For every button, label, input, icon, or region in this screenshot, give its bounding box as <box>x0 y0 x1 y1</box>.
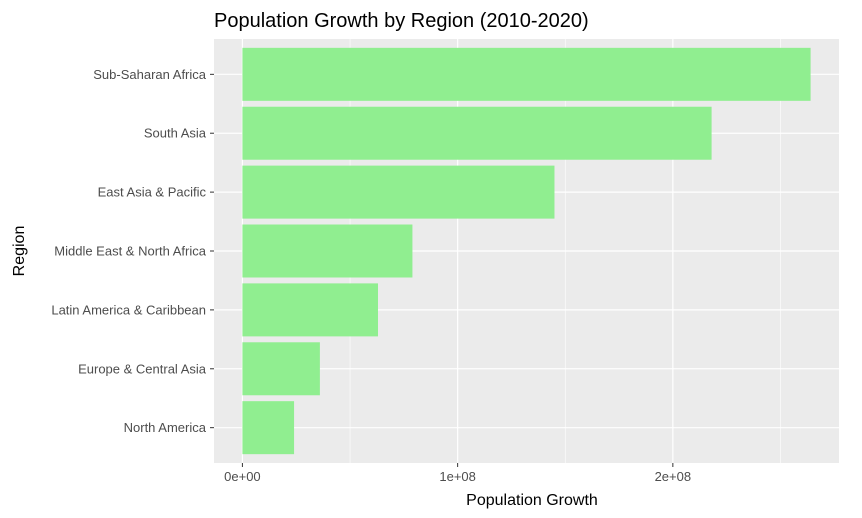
x-tick-label: 2e+08 <box>655 469 692 484</box>
chart-title: Population Growth by Region (2010-2020) <box>214 10 589 32</box>
bar <box>242 47 811 101</box>
y-tick-label: Latin America & Caribbean <box>51 302 206 317</box>
bars <box>242 47 811 455</box>
y-tick-label: Europe & Central Asia <box>78 361 207 376</box>
x-axis: 0e+00 1e+08 2e+08 <box>224 463 691 484</box>
x-tick-label: 1e+08 <box>439 469 476 484</box>
y-tick-label: South Asia <box>144 126 207 141</box>
y-axis: North America Europe & Central Asia Latin … <box>51 67 214 435</box>
bar <box>242 165 555 219</box>
y-tick-label: Sub-Saharan Africa <box>93 67 207 82</box>
y-tick-label: North America <box>124 420 207 435</box>
bar <box>242 224 413 278</box>
y-tick-label: East Asia & Pacific <box>98 185 207 200</box>
bar <box>242 401 295 455</box>
y-tick-label: Middle East & North Africa <box>54 244 206 259</box>
x-tick-label: 0e+00 <box>224 469 261 484</box>
y-axis-title: Region <box>11 226 28 277</box>
bar <box>242 283 378 337</box>
x-axis-title: Population Growth <box>466 492 598 509</box>
bar <box>242 106 712 160</box>
bar <box>242 342 320 396</box>
